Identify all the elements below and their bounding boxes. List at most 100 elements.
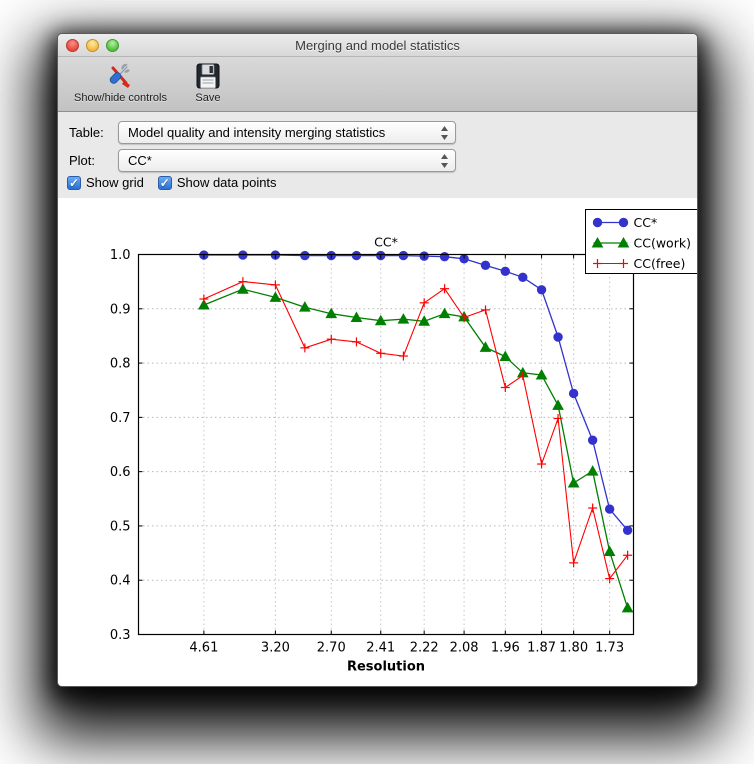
show-grid-label: Show grid — [86, 175, 144, 190]
data-point — [586, 465, 599, 476]
data-point — [480, 260, 491, 271]
series-cc-free- — [199, 277, 633, 584]
toolbar: Show/hide controls Save — [58, 57, 697, 112]
x-tick-label: 2.70 — [317, 641, 346, 656]
data-point — [419, 298, 429, 308]
app-window: Merging and model statistics — [57, 33, 698, 687]
traffic-lights — [66, 38, 119, 52]
legend-label: CC(work) — [634, 236, 691, 251]
data-point — [270, 280, 280, 290]
legend: CC* CC(work) CC(free) — [585, 209, 697, 274]
y-tick-label: 0.4 — [110, 574, 131, 589]
x-tick-label: 1.73 — [595, 641, 624, 656]
data-point — [440, 284, 450, 294]
data-point — [350, 311, 363, 322]
data-point — [374, 314, 387, 326]
plot-select-value: CC* — [128, 153, 152, 168]
y-tick-label: 1.0 — [110, 248, 131, 263]
data-point — [479, 341, 492, 352]
data-point — [593, 259, 602, 268]
controls-panel: Table: Model quality and intensity mergi… — [58, 112, 697, 198]
data-point — [351, 337, 361, 347]
data-point — [398, 351, 408, 361]
data-point — [326, 334, 336, 344]
x-tick-label: 1.87 — [527, 641, 556, 656]
close-button[interactable] — [66, 38, 79, 52]
x-tick-label: 4.61 — [189, 641, 218, 656]
data-point — [617, 236, 630, 248]
data-point — [439, 251, 450, 262]
plot-select[interactable]: CC* — [118, 149, 456, 172]
data-point — [623, 550, 633, 560]
data-point — [537, 459, 547, 469]
x-tick-label: 1.80 — [559, 641, 588, 656]
data-point — [237, 283, 249, 294]
show-grid-checkbox-group[interactable]: ✓ Show grid — [67, 175, 144, 190]
data-point — [459, 312, 469, 322]
y-tick-label: 0.5 — [110, 519, 131, 534]
title-bar[interactable]: Merging and model statistics — [58, 34, 697, 57]
data-point — [588, 503, 598, 513]
x-tick-label: 3.20 — [261, 641, 290, 656]
data-point — [621, 601, 634, 613]
data-point — [605, 574, 615, 584]
data-point — [603, 545, 616, 556]
save-label: Save — [195, 92, 221, 104]
data-point — [518, 371, 528, 381]
data-point — [351, 250, 362, 261]
data-point — [376, 348, 386, 358]
minimize-button[interactable] — [86, 38, 99, 52]
data-point — [569, 558, 579, 568]
chart-figure: 4.61 3.20 2.70 2.41 2.22 2.08 1.96 1.87 1.80 1.73… — [58, 198, 697, 686]
chart-canvas: 4.61 3.20 2.70 2.41 2.22 2.08 1.96 1.87 1.80 1.73… — [110, 209, 697, 675]
show-data-points-label: Show data points — [176, 175, 277, 190]
series-cc-work- — [198, 283, 634, 613]
data-point — [622, 525, 633, 535]
checkbox-row: ✓ Show grid ✓ Show data points — [67, 175, 277, 190]
tools-icon — [105, 61, 135, 91]
data-point — [587, 435, 598, 445]
y-tick-label: 0.7 — [110, 411, 131, 426]
plot-border — [137, 253, 635, 636]
save-button[interactable]: Save — [193, 57, 223, 104]
popup-stepper-icon — [440, 125, 449, 144]
data-point — [500, 266, 511, 277]
data-point — [568, 388, 579, 399]
data-point — [325, 307, 338, 319]
data-point — [269, 291, 282, 302]
data-point — [299, 301, 311, 312]
data-point — [567, 477, 580, 488]
data-point — [398, 250, 409, 261]
data-point — [500, 383, 510, 392]
data-point — [198, 298, 210, 310]
data-point — [535, 368, 548, 380]
table-label: Table: — [69, 125, 104, 140]
x-tick-label: 1.96 — [491, 641, 520, 656]
data-point — [619, 259, 628, 268]
data-point — [536, 285, 547, 295]
show-hide-controls-button[interactable]: Show/hide controls — [74, 57, 167, 104]
data-point — [618, 217, 629, 228]
show-data-points-checkbox-group[interactable]: ✓ Show data points — [157, 175, 277, 190]
data-point — [553, 413, 563, 423]
legend-label: CC(free) — [634, 256, 686, 271]
data-point — [418, 315, 431, 326]
zoom-button[interactable] — [106, 38, 119, 52]
data-point — [480, 305, 490, 315]
x-tick-label: 2.08 — [450, 641, 479, 656]
table-select-value: Model quality and intensity merging stat… — [128, 125, 386, 140]
data-point — [552, 399, 564, 410]
data-point — [592, 217, 603, 228]
table-select[interactable]: Model quality and intensity merging stat… — [118, 121, 456, 144]
show-data-points-checkbox[interactable]: ✓ — [157, 175, 172, 190]
chart-title: CC* — [374, 235, 398, 250]
data-point — [300, 343, 310, 353]
popup-stepper-icon — [440, 153, 449, 172]
show-hide-controls-label: Show/hide controls — [74, 92, 167, 104]
show-grid-checkbox[interactable]: ✓ — [67, 175, 81, 190]
y-tick-label: 0.3 — [110, 628, 131, 643]
data-point — [397, 313, 410, 324]
x-axis-label: Resolution — [347, 660, 425, 675]
data-point — [300, 250, 310, 261]
data-point — [199, 294, 209, 304]
